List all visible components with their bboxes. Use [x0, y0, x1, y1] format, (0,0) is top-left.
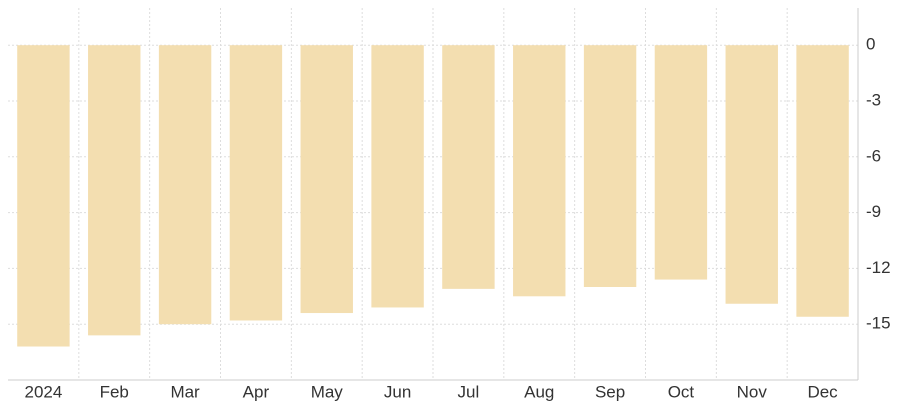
bar [654, 45, 708, 280]
bar [725, 45, 778, 304]
x-tick-label: Jun [384, 382, 411, 401]
y-tick-label: -3 [866, 90, 881, 109]
bar [513, 45, 566, 297]
bar [796, 45, 849, 317]
bar [158, 45, 212, 325]
y-tick-label: -6 [866, 146, 881, 165]
x-tick-label: Jul [458, 382, 480, 401]
x-tick-label: 2024 [25, 382, 63, 401]
bar [371, 45, 424, 308]
x-tick-label: Aug [524, 382, 554, 401]
x-tick-label: Sep [595, 382, 625, 401]
bar [229, 45, 283, 321]
y-tick-label: -15 [866, 314, 891, 333]
y-tick-label: 0 [866, 35, 875, 54]
bar [17, 45, 70, 347]
bar [442, 45, 495, 289]
bar [583, 45, 637, 288]
x-tick-label: Mar [170, 382, 200, 401]
y-tick-label: -9 [866, 202, 881, 221]
y-tick-label: -12 [866, 258, 891, 277]
x-tick-label: Dec [807, 382, 838, 401]
bar [88, 45, 141, 336]
x-tick-label: May [311, 382, 344, 401]
x-tick-label: Apr [243, 382, 270, 401]
x-tick-label: Nov [737, 382, 768, 401]
x-tick-label: Feb [100, 382, 129, 401]
bar [300, 45, 353, 314]
x-tick-label: Oct [668, 382, 695, 401]
